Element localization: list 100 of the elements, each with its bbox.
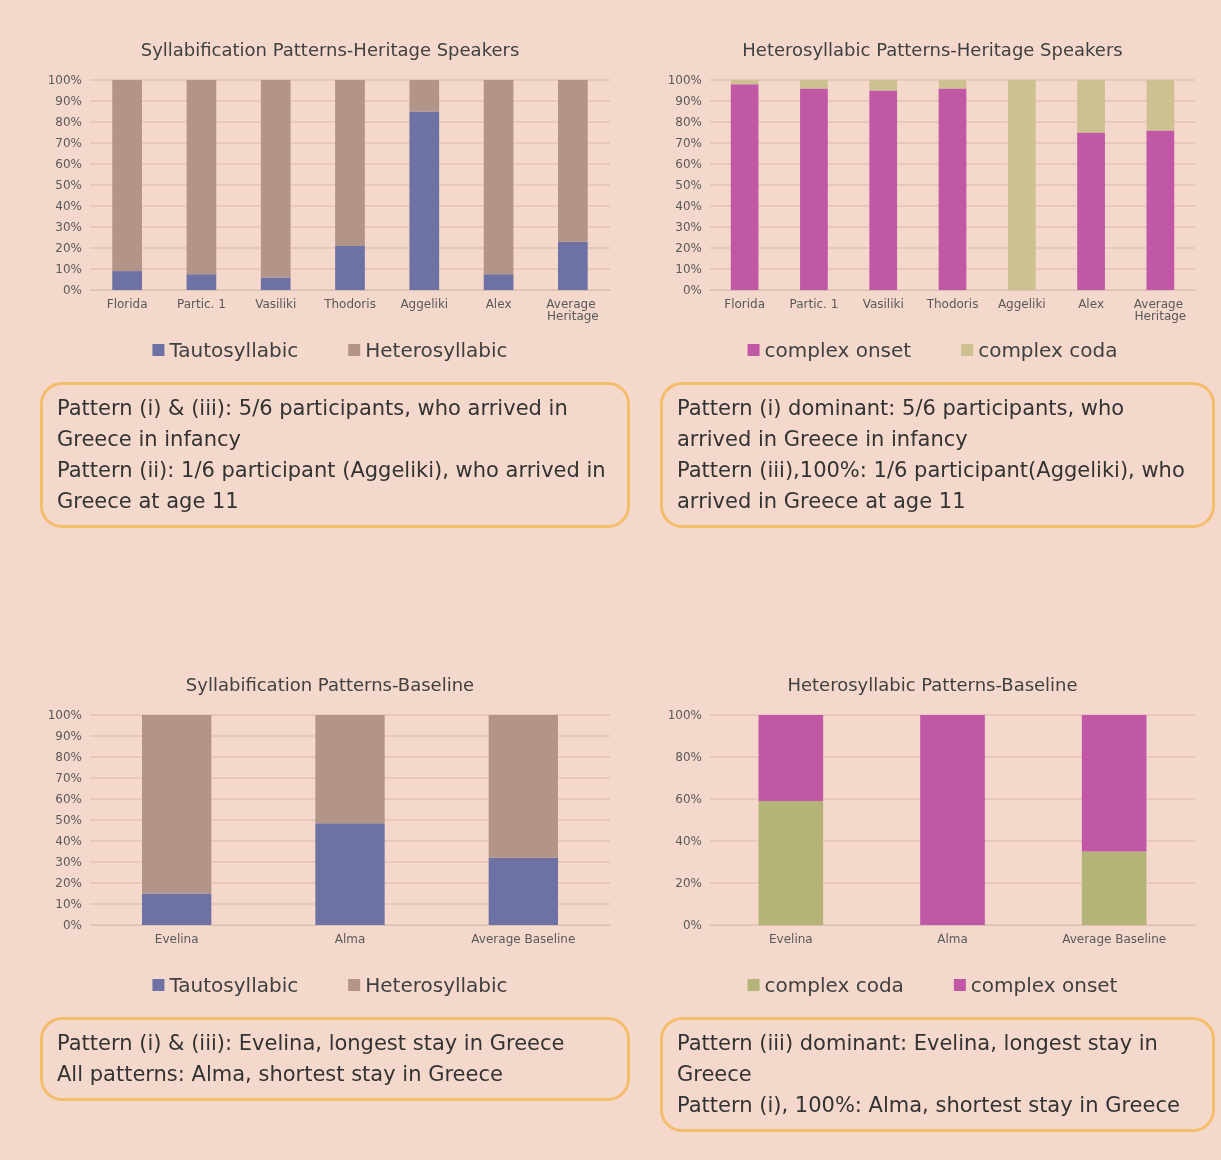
text: Pattern (iii),100%: 1/6 participant(Aggeliki), who arrived in Greece at age 11	[677, 457, 1186, 515]
legend-label: complex coda	[978, 338, 1118, 362]
y-tick-label: 0%	[682, 283, 702, 297]
text: Pattern (i) dominant: 5/6 participants, who arrived in Greece in infancy	[677, 395, 1126, 453]
x-tick-label: Average Heritage	[546, 297, 600, 323]
bar	[483, 80, 514, 275]
y-tick-label: 60%	[55, 157, 82, 171]
bar	[1077, 132, 1105, 290]
y-tick-label: 70%	[55, 136, 82, 150]
x-tick-label: Florida	[724, 297, 766, 311]
x-tick-label: Average Baseline	[1062, 932, 1167, 946]
bar	[112, 80, 142, 272]
bar	[260, 277, 291, 290]
y-tick-label: 60%	[55, 792, 82, 806]
bar	[186, 80, 217, 275]
legend-label: Heterosyllabic	[365, 973, 508, 997]
bar	[1077, 80, 1105, 133]
y-tick-label: 10%	[55, 897, 82, 911]
bar	[260, 80, 291, 278]
y-tick-label: 40%	[675, 199, 702, 213]
y-tick-label: 60%	[675, 157, 702, 171]
legend-label: complex coda	[764, 973, 904, 997]
y-tick-label: 80%	[55, 750, 82, 764]
bar	[938, 88, 967, 290]
legend-label: Tautosyllabic	[168, 973, 299, 997]
text: All patterns: Alma, shortest stay in Greece	[57, 1061, 504, 1088]
bar	[1146, 130, 1175, 290]
y-tick-label: 70%	[55, 771, 82, 785]
bar	[758, 715, 824, 802]
text: Pattern (ii): 1/6 participant (Aggeliki), who arrived in Greece at age 11	[57, 457, 607, 515]
y-tick-label: 0%	[682, 918, 702, 932]
bar	[488, 715, 558, 858]
y-tick-label: 20%	[55, 241, 82, 255]
y-tick-label: 80%	[55, 115, 82, 129]
y-tick-label: 50%	[55, 178, 82, 192]
chart-title: Syllabification Patterns-Baseline	[185, 673, 475, 695]
legend-label: complex onset	[764, 338, 912, 362]
y-tick-label: 0%	[62, 283, 82, 297]
bar	[730, 84, 759, 290]
x-tick-label: Evelina	[154, 932, 199, 946]
bar	[409, 111, 440, 290]
text: Pattern (i) & (iii): Evelina, longest stay in Greece	[57, 1030, 566, 1057]
bar	[869, 90, 898, 290]
y-tick-label: 30%	[55, 220, 82, 234]
y-tick-label: 90%	[55, 729, 82, 743]
bar	[869, 80, 898, 91]
y-tick-label: 10%	[675, 262, 702, 276]
y-tick-label: 60%	[675, 792, 702, 806]
bar	[142, 893, 212, 925]
x-tick-label: Vasiliki	[862, 297, 904, 311]
bar	[800, 88, 828, 290]
x-tick-label: Partic. 1	[789, 297, 839, 311]
bar	[1146, 80, 1175, 131]
y-tick-label: 20%	[675, 876, 702, 890]
y-tick-label: 100%	[47, 73, 82, 87]
y-tick-label: 40%	[55, 199, 82, 213]
bar	[758, 801, 824, 925]
x-tick-label: Average Heritage	[1133, 297, 1187, 323]
x-tick-label: Partic. 1	[176, 297, 226, 311]
y-tick-label: 50%	[55, 813, 82, 827]
bar	[315, 823, 385, 925]
y-tick-label: 80%	[675, 115, 702, 129]
y-tick-label: 20%	[55, 876, 82, 890]
legend-label: Tautosyllabic	[168, 338, 299, 362]
bar	[1007, 80, 1036, 290]
y-tick-label: 90%	[55, 94, 82, 108]
bar	[112, 271, 142, 290]
bar	[920, 715, 985, 925]
y-tick-label: 20%	[675, 241, 702, 255]
y-tick-label: 0%	[62, 918, 82, 932]
legend-label: complex onset	[970, 973, 1118, 997]
y-tick-label: 70%	[675, 136, 702, 150]
x-tick-label: Aggeliki	[400, 297, 449, 311]
bar	[558, 80, 588, 242]
x-tick-label: Florida	[106, 297, 148, 311]
bar	[483, 274, 514, 290]
bar	[335, 245, 365, 290]
bar	[558, 241, 588, 290]
y-tick-label: 30%	[675, 220, 702, 234]
x-tick-label: Alex	[485, 297, 512, 311]
y-tick-label: 100%	[667, 73, 702, 87]
y-tick-label: 30%	[55, 855, 82, 869]
y-tick-label: 10%	[55, 262, 82, 276]
x-tick-label: Evelina	[768, 932, 813, 946]
bar	[186, 274, 217, 290]
bar	[315, 715, 385, 824]
bar	[142, 715, 212, 894]
text: Pattern (i) & (iii): 5/6 participants, who arrived in Greece in infancy	[57, 395, 569, 453]
x-tick-label: Thodoris	[925, 297, 979, 311]
y-tick-label: 100%	[47, 708, 82, 722]
x-tick-label: Alma	[334, 932, 366, 946]
text: Pattern (i), 100%: Alma, shortest stay in Greece	[677, 1092, 1181, 1119]
chart-title: Heterosyllabic Patterns-Heritage Speakers	[742, 38, 1123, 60]
x-tick-label: Vasiliki	[255, 297, 297, 311]
bar	[335, 80, 365, 246]
chart-title: Heterosyllabic Patterns-Baseline	[787, 673, 1078, 695]
y-tick-label: 40%	[675, 834, 702, 848]
legend-label: Heterosyllabic	[365, 338, 508, 362]
bar	[938, 80, 967, 89]
y-tick-label: 50%	[675, 178, 702, 192]
